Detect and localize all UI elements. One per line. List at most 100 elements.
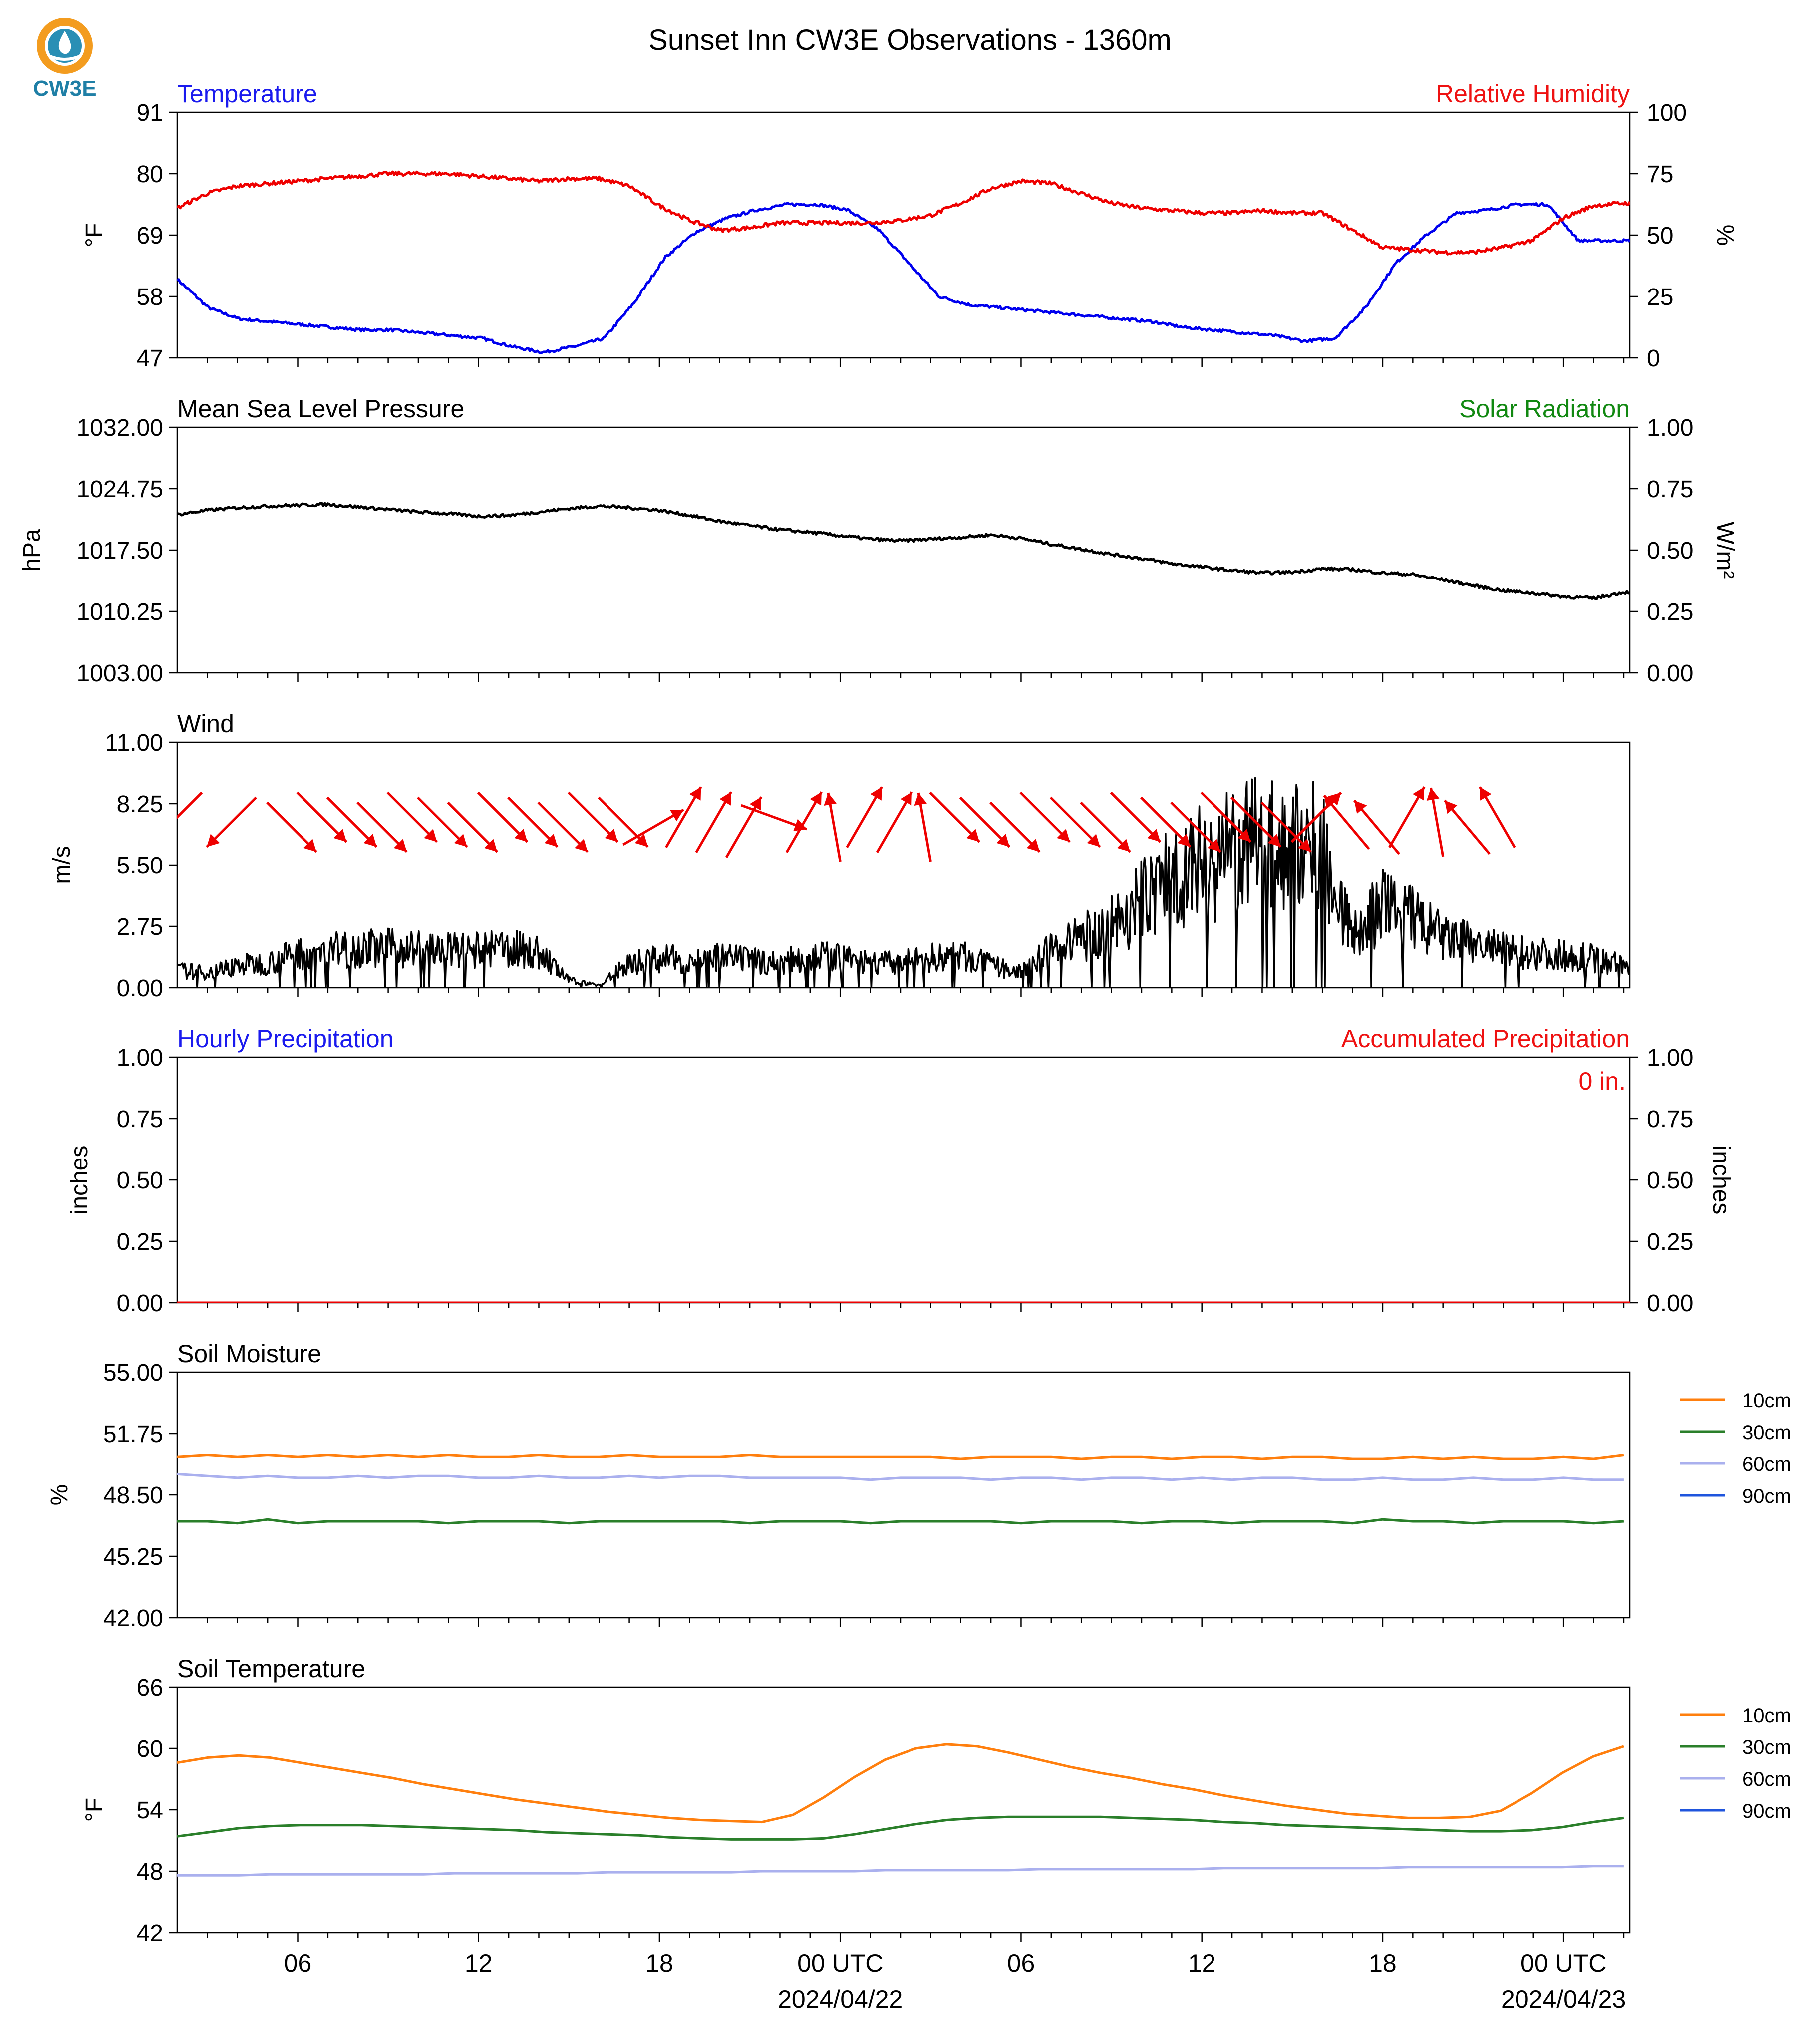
wind-arrow bbox=[1260, 801, 1312, 853]
y-right-tick-label: 0.00 bbox=[1647, 660, 1693, 687]
wind-arrow bbox=[266, 801, 317, 853]
wind-arrow bbox=[1479, 786, 1516, 848]
x-date-label: 2024/04/22 bbox=[778, 1985, 903, 2013]
wind-arrow bbox=[989, 801, 1041, 853]
y-right-tick-label: 50 bbox=[1647, 223, 1673, 249]
x-tick-label: 00 UTC bbox=[1520, 1949, 1606, 1977]
y-right-tick-label: 0.50 bbox=[1647, 538, 1693, 564]
wind-arrow bbox=[824, 792, 842, 862]
y-tick-label: 54 bbox=[137, 1797, 163, 1824]
wind-arrow bbox=[567, 791, 619, 843]
panel-soil_moisture: 55.00 51.75 48.50 45.25 42.00 Soil Moisture% 1… bbox=[46, 1340, 1791, 1632]
wind-arrow bbox=[1230, 796, 1282, 848]
y-tick-label: 0.25 bbox=[117, 1229, 163, 1255]
wind-arrow bbox=[296, 791, 348, 843]
wind-arrow bbox=[1049, 796, 1101, 848]
panel-pressure: 1032.00 1024.75 1017.50 1010.25 1003.00 1.00 0… bbox=[19, 395, 1738, 687]
x-tick-label: 00 UTC bbox=[797, 1949, 883, 1977]
y-tick-label: 60 bbox=[137, 1736, 163, 1762]
y-right-tick-label: 0.25 bbox=[1647, 599, 1693, 625]
series-group bbox=[177, 1454, 1624, 1525]
series-line-30cm bbox=[177, 1518, 1624, 1525]
y-tick-label: 0.75 bbox=[117, 1106, 163, 1133]
y-tick-label: 91 bbox=[137, 100, 163, 126]
wind-arrow bbox=[846, 786, 883, 848]
y-right-tick-label: 0.00 bbox=[1647, 1290, 1693, 1317]
plot-frame bbox=[176, 1371, 1631, 1619]
y-tick-label: 11.00 bbox=[105, 730, 163, 756]
wind-arrow bbox=[876, 791, 913, 853]
y-axis-label: hPa bbox=[19, 529, 45, 572]
panel-title-left: Wind bbox=[177, 710, 234, 738]
panel-wind: 11.00 8.25 5.50 2.75 0.00 Wind m/s bbox=[49, 710, 1631, 1002]
wind-arrow bbox=[929, 791, 980, 843]
y-tick-label: 8.25 bbox=[117, 791, 163, 818]
series-line-60cm bbox=[177, 1472, 1624, 1481]
y-tick-label: 58 bbox=[137, 284, 163, 310]
y-right-tick-label: 100 bbox=[1647, 100, 1687, 126]
panel-precip: 1.00 0.75 0.50 0.25 0.00 1.00 0.75 0.50 0.25 0.00… bbox=[66, 1025, 1734, 1317]
y-tick-label: 80 bbox=[137, 161, 163, 188]
x-date-label: 2024/04/23 bbox=[1501, 1985, 1626, 2013]
panel-title-left: Soil Temperature bbox=[177, 1655, 365, 1683]
y-tick-label: 0.50 bbox=[117, 1167, 163, 1194]
y-right-tick-label: 0.25 bbox=[1647, 1229, 1693, 1255]
x-tick-label: 18 bbox=[645, 1949, 673, 1977]
figure-title: Sunset Inn CW3E Observations - 1360m bbox=[648, 24, 1172, 56]
y-tick-label: 1.00 bbox=[117, 1045, 163, 1071]
series-line-60cm bbox=[177, 1865, 1624, 1877]
wind-arrow bbox=[1080, 801, 1131, 853]
y-right-tick-label: 0.50 bbox=[1647, 1167, 1693, 1194]
panel-title-left: Soil Moisture bbox=[177, 1340, 321, 1368]
y-tick-label: 42 bbox=[137, 1920, 163, 1947]
y-tick-label: 48 bbox=[137, 1859, 163, 1885]
y-tick-label: 5.50 bbox=[117, 853, 163, 879]
wind-arrow bbox=[417, 796, 468, 848]
wind-arrow bbox=[356, 801, 408, 853]
legend-label: 60cm bbox=[1742, 1453, 1791, 1475]
y-tick-label: 1024.75 bbox=[76, 476, 163, 503]
series-line-mean-sea-level-pressure bbox=[177, 502, 1630, 600]
wind-arrow bbox=[695, 791, 732, 853]
y-tick-label: 0.00 bbox=[117, 1290, 163, 1317]
panel-title-right: Relative Humidity bbox=[1436, 80, 1630, 108]
wind-arrow bbox=[206, 796, 257, 848]
series-line-30cm bbox=[177, 1815, 1624, 1841]
wind-arrow bbox=[1110, 791, 1162, 843]
y-tick-label: 1010.25 bbox=[76, 599, 163, 625]
panel-title-left: Hourly Precipitation bbox=[177, 1025, 394, 1053]
wind-arrow bbox=[1140, 796, 1192, 848]
y-right-axis-label: % bbox=[1712, 225, 1738, 246]
y-tick-label: 66 bbox=[137, 1675, 163, 1701]
wind-arrow bbox=[477, 791, 529, 843]
y-tick-label: 48.50 bbox=[103, 1482, 163, 1509]
wind-arrow bbox=[1388, 786, 1426, 848]
y-right-tick-label: 0 bbox=[1647, 345, 1660, 372]
y-tick-label: 69 bbox=[137, 223, 163, 249]
y-tick-label: 2.75 bbox=[117, 914, 163, 940]
wind-arrow bbox=[740, 804, 808, 831]
y-right-tick-label: 0.75 bbox=[1647, 1106, 1693, 1133]
plot-frame bbox=[176, 111, 1631, 359]
panel-temp_rh: 91 80 69 58 47 100 75 50 25 0 Temperature Relative … bbox=[81, 80, 1738, 372]
x-tick-label: 06 bbox=[1007, 1949, 1035, 1977]
y-tick-label: 0.00 bbox=[117, 975, 163, 1002]
y-axis-label: % bbox=[46, 1484, 73, 1506]
y-right-tick-label: 1.00 bbox=[1647, 1045, 1693, 1071]
wind-arrow bbox=[447, 801, 498, 853]
plot-frame bbox=[176, 1686, 1631, 1934]
y-tick-label: 1017.50 bbox=[76, 538, 163, 564]
wind-arrow bbox=[537, 801, 589, 853]
wind-arrow bbox=[914, 792, 932, 862]
y-axis-label: °F bbox=[81, 1798, 108, 1822]
y-tick-label: 1032.00 bbox=[76, 415, 163, 441]
y-tick-label: 51.75 bbox=[103, 1421, 163, 1448]
series-line-wind bbox=[177, 777, 1630, 988]
series-group bbox=[177, 1743, 1624, 1877]
wind-arrow bbox=[1200, 791, 1252, 843]
y-axis-label: m/s bbox=[49, 846, 75, 884]
wind-arrow bbox=[1353, 799, 1400, 855]
series-line-10cm bbox=[177, 1454, 1624, 1460]
wind-arrow bbox=[622, 808, 684, 846]
